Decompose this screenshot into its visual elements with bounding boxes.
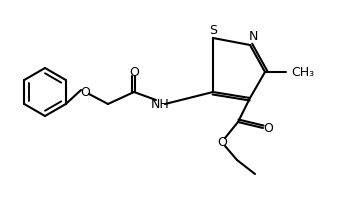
Text: CH₃: CH₃ (291, 66, 314, 79)
Text: S: S (209, 24, 217, 37)
Text: O: O (129, 66, 139, 79)
Text: O: O (263, 122, 273, 134)
Text: NH: NH (151, 97, 169, 110)
Text: O: O (80, 85, 90, 98)
Text: N: N (248, 30, 258, 43)
Text: O: O (217, 135, 227, 148)
